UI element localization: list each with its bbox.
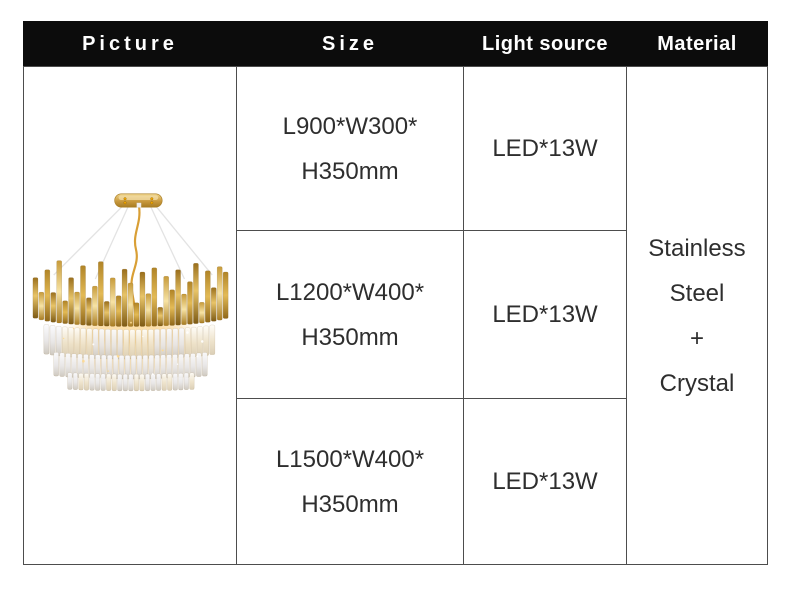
size-cell-2: L1200*W400* H350mm — [236, 230, 464, 399]
material-line: Stainless — [648, 234, 746, 262]
product-spec-table: Picture Size Light source Material — [23, 21, 768, 565]
light-source-cell-1: LED*13W — [463, 66, 627, 231]
size-line: H350mm — [301, 323, 399, 351]
size-line: L900*W300* — [282, 112, 418, 140]
material-cell: Stainless Steel + Crystal — [626, 66, 768, 565]
material-line: Crystal — [659, 369, 735, 397]
header-picture: Picture — [23, 21, 237, 67]
size-line: L1500*W400* — [275, 445, 425, 473]
size-line: L1200*W400* — [275, 278, 425, 306]
size-cell-1: L900*W300* H350mm — [236, 66, 464, 231]
light-source-cell-3: LED*13W — [463, 398, 627, 565]
light-source-value: LED*13W — [492, 468, 598, 495]
size-cell-3: L1500*W400* H350mm — [236, 398, 464, 565]
header-material: Material — [626, 21, 768, 67]
material-line: + — [689, 324, 704, 352]
light-source-cell-2: LED*13W — [463, 230, 627, 399]
size-line: H350mm — [301, 490, 399, 518]
table-row: L1200*W400* H350mm LED*13W — [24, 230, 768, 399]
chandelier-image — [32, 193, 229, 391]
size-line: H350mm — [301, 157, 399, 185]
table-row: L900*W300* H350mm LED*13W Stainless Stee… — [23, 66, 768, 565]
material-line: Steel — [669, 279, 725, 307]
header-size: Size — [236, 21, 464, 67]
header-row: Picture Size Light source Material — [23, 21, 768, 67]
light-source-value: LED*13W — [492, 301, 598, 328]
table-row: L1500*W400* H350mm LED*13W — [24, 398, 768, 565]
gold-wire — [130, 205, 141, 313]
light-source-value: LED*13W — [492, 135, 598, 162]
ceiling-canopy — [114, 193, 163, 208]
suspension-cables — [53, 204, 213, 280]
product-image-cell — [23, 66, 237, 565]
header-light-source: Light source — [463, 21, 627, 67]
